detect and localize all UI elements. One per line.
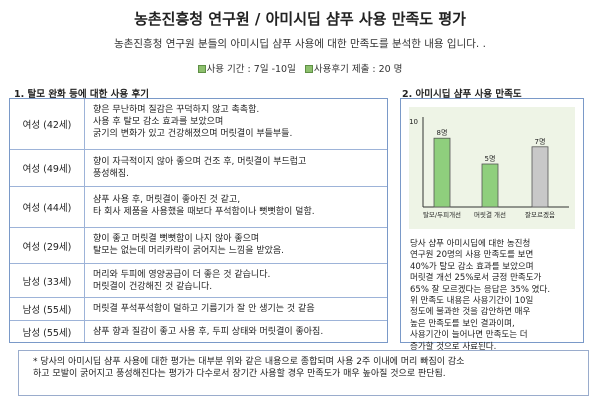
review-row: 여성 (42세) 향은 무난하며 질감은 꾸덕하지 않고 촉촉함. 사용 후 탈… — [10, 99, 387, 149]
bar — [481, 163, 499, 208]
x-tick-label: 머릿결 개선 — [474, 210, 506, 219]
reviewer-label: 남성 (55세) — [10, 321, 85, 342]
summary-line: 당사 샴푸 아미시딥에 대한 농진청 — [410, 239, 531, 249]
review-line: 타 회사 제품을 사용했을 때보다 푸석함이나 뻣뻣함이 덜함. — [93, 207, 315, 217]
count-tag: 사용후기 제출 : 20 명 — [304, 64, 403, 75]
review-line: 향이 자극적이지 않아 좋으며 건조 후, 머릿결이 부드럽고 — [93, 157, 307, 167]
footer-line: * 당사의 아미시딥 샴푸 사용에 대한 평가는 대부분 위와 같은 내용으로 … — [33, 357, 465, 367]
summary-line: 40%가 탈모 감소 효과를 보았으며 — [410, 261, 534, 272]
review-text: 머릿결 푸석푸석함이 덜하고 기름기가 잘 안 생기는 것 같음 — [85, 298, 387, 320]
review-line: 풍성해짐. — [93, 169, 129, 179]
reviewer-label: 남성 (55세) — [10, 298, 85, 320]
reviewer-label: 여성 (29세) — [10, 228, 85, 263]
bar — [531, 146, 549, 208]
summary-line: 정도에 불과한 것을 감안하면 매우 — [410, 307, 531, 318]
summary-line: 증가할 것으로 사료된다. — [410, 341, 497, 352]
green-square-icon — [304, 65, 313, 73]
period-tag: 사용 기간 : 7일 -10일 — [197, 64, 296, 75]
review-line: 머릿결이 건강해진 것 같습니다. — [93, 282, 213, 292]
review-line: 향은 무난하며 질감은 꾸덕하지 않고 촉촉함. — [93, 105, 260, 115]
summary-line: 머릿결 개선 25%로서 긍정 만족도가 — [410, 273, 542, 284]
review-text: 향이 자극적이지 않아 좋으며 건조 후, 머릿결이 부드럽고 풍성해짐. — [85, 150, 387, 186]
page-subtitle: 농촌진흥청 연구원 분들의 아미시딥 샴푸 사용에 대한 만족도를 분석한 내용… — [114, 38, 486, 50]
conclusion-note: * 당사의 아미시딥 샴푸 사용에 대한 평가는 대부분 위와 같은 내용으로 … — [18, 350, 589, 396]
reviews-section-title: 1. 탈모 완화 등에 대한 사용 후기 — [14, 89, 149, 100]
review-row: 여성 (29세) 향이 좋고 머릿결 뻣뻣함이 나지 않아 좋으며 탈모는 없는… — [10, 227, 387, 263]
reviewer-label: 여성 (49세) — [10, 150, 85, 186]
review-row: 남성 (55세) 머릿결 푸석푸석함이 덜하고 기름기가 잘 안 생기는 것 같… — [10, 297, 387, 320]
page-title: 농촌진흥청 연구원 / 아미시딥 샴푸 사용 만족도 평가 — [134, 10, 466, 28]
review-line: 머리와 두피에 영양공급이 더 좋은 것 같습니다. — [93, 270, 271, 280]
summary-line: 65% 잘 모르겠다는 응답은 35% 였다. — [410, 284, 551, 295]
green-square-icon — [197, 65, 206, 73]
period-text: 사용 기간 : 7일 -10일 — [206, 64, 296, 75]
chart-summary: 당사 샴푸 아미시딥에 대한 농진청 연구원 20명의 사용 만족도를 보면 4… — [410, 239, 580, 353]
review-text: 머리와 두피에 영양공급이 더 좋은 것 같습니다. 머릿결이 건강해진 것 같… — [85, 264, 387, 297]
data-label: 8명 — [437, 128, 448, 137]
y-tick-label: 10 — [409, 118, 418, 126]
review-text: 샴푸 향과 질감이 좋고 사용 후, 두피 상태와 머릿결이 좋아짐. — [85, 321, 387, 342]
review-line: 향이 좋고 머릿결 뻣뻣함이 나지 않아 좋으며 — [93, 234, 260, 244]
x-tick-label: 잘모르겠음 — [525, 210, 555, 219]
reviews-table: 여성 (42세) 향은 무난하며 질감은 꾸덕하지 않고 촉촉함. 사용 후 탈… — [9, 98, 388, 343]
review-text: 샴푸 사용 후, 머릿결이 좋아진 것 같고, 타 회사 제품을 사용했을 때보… — [85, 187, 387, 227]
count-text: 사용후기 제출 : 20 명 — [313, 64, 403, 75]
chart-section-title: 2. 아미시딥 샴푸 사용 만족도 — [402, 89, 522, 100]
review-row: 여성 (44세) 샴푸 사용 후, 머릿결이 좋아진 것 같고, 타 회사 제품… — [10, 186, 387, 227]
reviewer-label: 남성 (33세) — [10, 264, 85, 297]
summary-line: 연구원 20명의 사용 만족도를 보면 — [410, 250, 534, 261]
data-label: 7명 — [535, 137, 546, 146]
review-line: 머릿결 푸석푸석함이 덜하고 기름기가 잘 안 생기는 것 같음 — [93, 304, 315, 314]
review-row: 남성 (55세) 샴푸 향과 질감이 좋고 사용 후, 두피 상태와 머릿결이 … — [10, 320, 387, 342]
review-line: 사용 후 탈모 감소 효과를 보았으며 — [93, 117, 224, 127]
review-text: 향은 무난하며 질감은 꾸덕하지 않고 촉촉함. 사용 후 탈모 감소 효과를 … — [85, 99, 387, 149]
review-line: 탈모는 없는데 머리카락이 굵어지는 느낌을 받았음. — [93, 246, 285, 256]
summary-line: 높은 만족도를 보인 결과이며, — [410, 318, 515, 329]
review-line: 굵기의 변화가 있고 건강해졌으며 머릿결이 부들부들. — [93, 129, 293, 139]
review-text: 향이 좋고 머릿결 뻣뻣함이 나지 않아 좋으며 탈모는 없는데 머리카락이 굵… — [85, 228, 387, 263]
reviewer-label: 여성 (44세) — [10, 187, 85, 227]
reviewer-label: 여성 (42세) — [10, 99, 85, 149]
review-row: 남성 (33세) 머리와 두피에 영양공급이 더 좋은 것 같습니다. 머릿결이… — [10, 263, 387, 297]
review-line: 샴푸 향과 질감이 좋고 사용 후, 두피 상태와 머릿결이 좋아짐. — [93, 327, 324, 337]
x-tick-label: 탈모/두피개선 — [423, 210, 461, 219]
summary-line: 위 만족도 내용은 사용기간이 10일 — [410, 296, 534, 307]
survey-meta: 사용 기간 : 7일 -10일 사용후기 제출 : 20 명 — [0, 61, 600, 75]
summary-line: 사용기간이 늘어나면 만족도는 더 — [410, 330, 528, 341]
bar — [433, 137, 451, 208]
data-label: 5명 — [485, 154, 496, 163]
footer-line: 하고 모발이 굵어지고 풍성해진다는 평가가 다수로서 장기간 사용할 경우 만… — [33, 369, 446, 379]
review-row: 여성 (49세) 향이 자극적이지 않아 좋으며 건조 후, 머릿결이 부드럽고… — [10, 149, 387, 186]
review-line: 샴푸 사용 후, 머릿결이 좋아진 것 같고, — [93, 195, 241, 205]
